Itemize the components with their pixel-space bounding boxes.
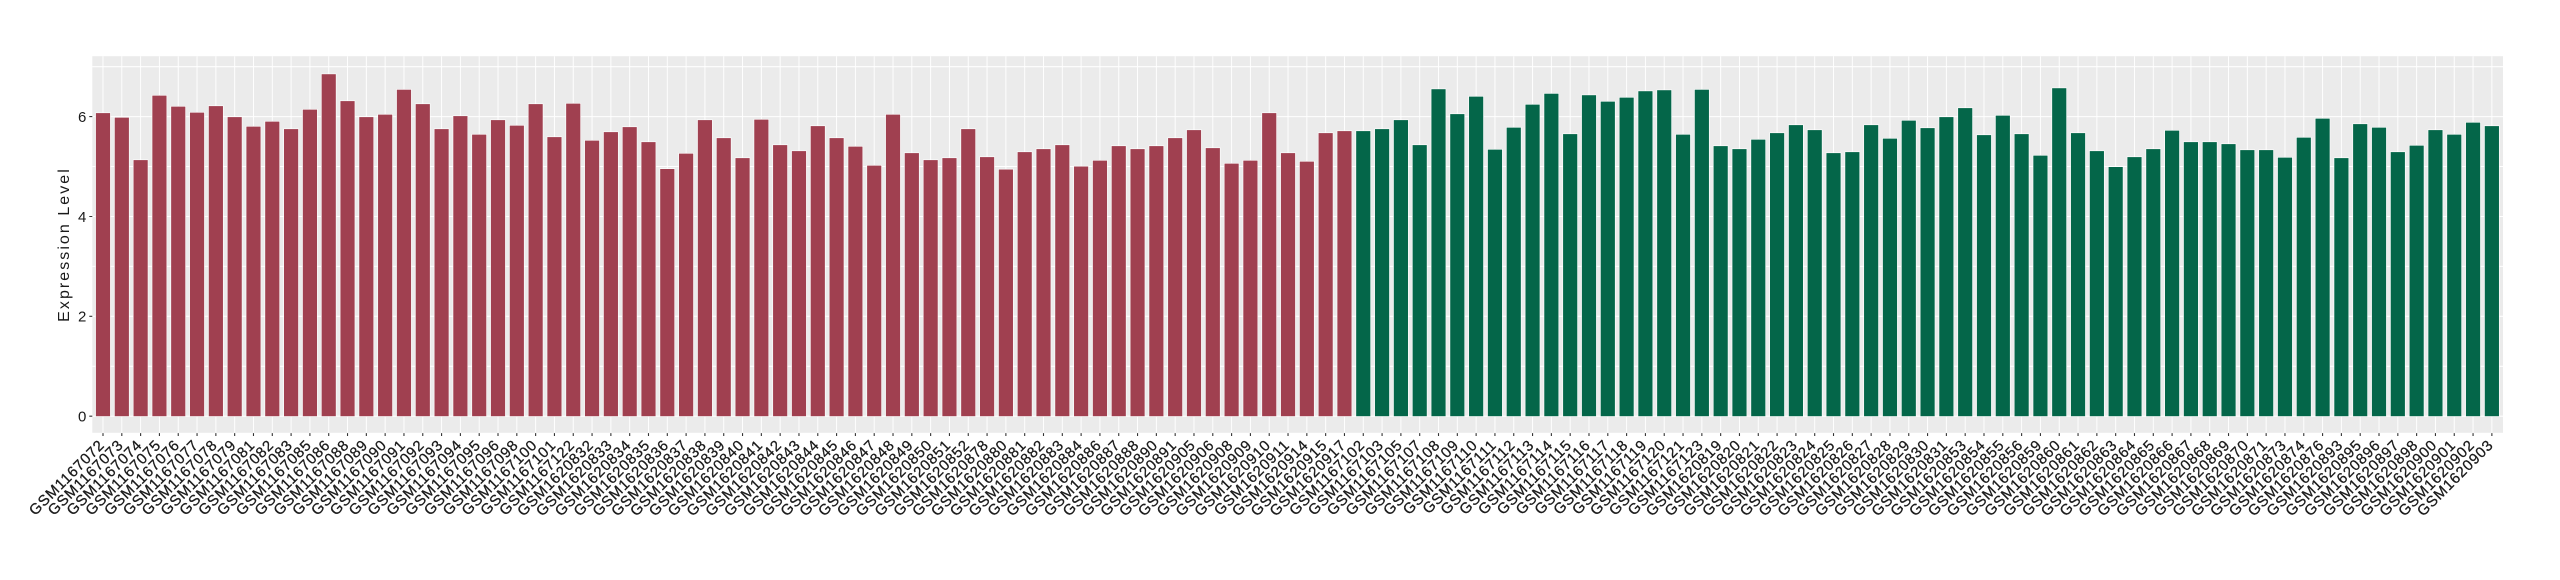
svg-text:0: 0 <box>78 409 86 426</box>
svg-text:6: 6 <box>78 109 86 126</box>
svg-text:2: 2 <box>78 309 86 326</box>
svg-text:4: 4 <box>78 209 86 226</box>
svg-text:Expression Level: Expression Level <box>56 167 73 322</box>
